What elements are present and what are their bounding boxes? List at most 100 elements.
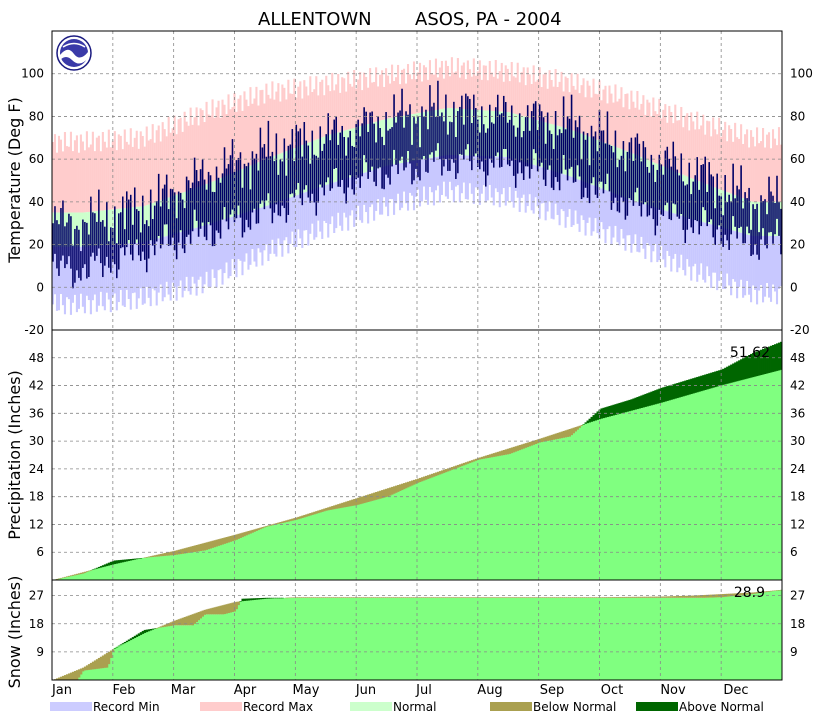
legend-swatch [636, 702, 678, 711]
below-normal-segment [395, 485, 398, 493]
above-normal-segment [654, 390, 657, 405]
above-normal-segment [634, 397, 637, 410]
above-normal-segment [768, 346, 771, 373]
y-tick-label-right: 60 [790, 152, 805, 166]
below-normal-segment [379, 490, 382, 499]
y-tick-label-right: 12 [790, 517, 805, 531]
below-normal-segment [89, 662, 93, 670]
below-normal-segment [744, 592, 747, 595]
below-normal-segment [460, 597, 464, 598]
above-normal-segment [614, 404, 617, 415]
above-normal-segment [612, 404, 615, 416]
below-normal-segment [235, 601, 238, 610]
below-normal-segment [536, 597, 540, 598]
below-normal-segment [548, 597, 552, 598]
below-normal-segment [409, 597, 412, 598]
below-normal-segment [646, 596, 649, 598]
below-normal-segment [67, 575, 71, 577]
below-normal-segment [97, 657, 101, 669]
below-normal-segment [231, 602, 234, 613]
below-normal-segment [474, 458, 478, 461]
below-normal-segment [357, 597, 360, 598]
above-normal-segment [692, 378, 695, 394]
above-normal-segment [125, 640, 129, 643]
above-normal-segment [273, 597, 276, 599]
above-normal-segment [141, 630, 145, 634]
below-normal-segment [249, 530, 252, 534]
above-normal-segment [610, 405, 613, 416]
below-normal-segment [486, 454, 490, 458]
below-normal-segment [201, 543, 204, 551]
below-normal-segment [606, 597, 609, 598]
above-normal-segment [143, 629, 147, 633]
below-normal-segment [375, 597, 378, 598]
above-normal-segment [680, 381, 683, 397]
y-tick-label-left: 30 [29, 434, 44, 448]
below-normal-segment [524, 443, 528, 448]
below-normal-segment [488, 454, 492, 458]
below-normal-segment [315, 597, 318, 598]
below-normal-segment [484, 597, 488, 598]
below-normal-segment [377, 491, 380, 500]
below-normal-segment [335, 597, 338, 598]
below-normal-segment [347, 500, 350, 507]
y-tick-label-left: 27 [29, 589, 44, 603]
below-normal-segment [528, 441, 532, 447]
below-normal-segment [189, 614, 193, 626]
below-normal-segment [91, 661, 95, 670]
below-normal-segment [612, 597, 615, 598]
noaa-logo [56, 35, 92, 71]
y-tick-label-right: 20 [790, 238, 805, 252]
below-normal-segment [636, 596, 639, 598]
below-normal-segment [175, 550, 179, 555]
y-tick-label-left: 18 [29, 490, 44, 504]
below-normal-segment [81, 572, 85, 574]
below-normal-segment [339, 503, 342, 509]
below-normal-segment [456, 597, 460, 598]
below-normal-segment [243, 532, 246, 537]
legend-swatch [50, 702, 92, 711]
below-normal-segment [159, 553, 163, 557]
below-normal-segment [323, 508, 326, 512]
above-normal-segment [674, 383, 677, 399]
below-normal-segment [446, 597, 450, 598]
below-normal-segment [502, 449, 506, 456]
below-normal-segment [401, 597, 404, 598]
y-tick-label-right: 9 [790, 645, 798, 659]
below-normal-segment [740, 593, 743, 596]
below-normal-segment [143, 557, 147, 558]
above-normal-segment [113, 648, 117, 649]
below-normal-segment [622, 596, 625, 598]
below-normal-segment [293, 518, 296, 521]
y-tick-label-right: 24 [790, 462, 805, 476]
below-normal-segment [241, 532, 244, 538]
below-normal-segment [205, 609, 208, 615]
below-normal-segment [590, 597, 593, 598]
below-normal-segment [688, 595, 691, 598]
y-tick-label-right: 18 [790, 617, 805, 631]
below-normal-segment [63, 576, 67, 578]
below-normal-segment [147, 556, 151, 558]
below-normal-segment [694, 595, 697, 598]
below-normal-segment [397, 597, 400, 598]
below-normal-segment [600, 597, 603, 598]
above-normal-segment [131, 558, 135, 561]
above-normal-segment [678, 382, 681, 398]
above-normal-segment [700, 375, 703, 392]
below-normal-segment [630, 596, 633, 598]
below-normal-segment [225, 604, 228, 614]
below-normal-segment [71, 574, 75, 576]
below-normal-segment [107, 651, 111, 665]
below-normal-segment [504, 597, 508, 598]
below-normal-segment [359, 597, 362, 598]
below-normal-segment [658, 596, 661, 598]
above-normal-segment [115, 646, 119, 648]
below-normal-segment [698, 595, 701, 598]
below-normal-segment [662, 596, 665, 598]
above-normal-segment [662, 387, 665, 403]
below-normal-segment [79, 572, 83, 575]
below-normal-segment [674, 596, 677, 598]
below-normal-segment [69, 672, 73, 680]
below-normal-segment [109, 650, 113, 658]
below-normal-segment [219, 538, 222, 546]
